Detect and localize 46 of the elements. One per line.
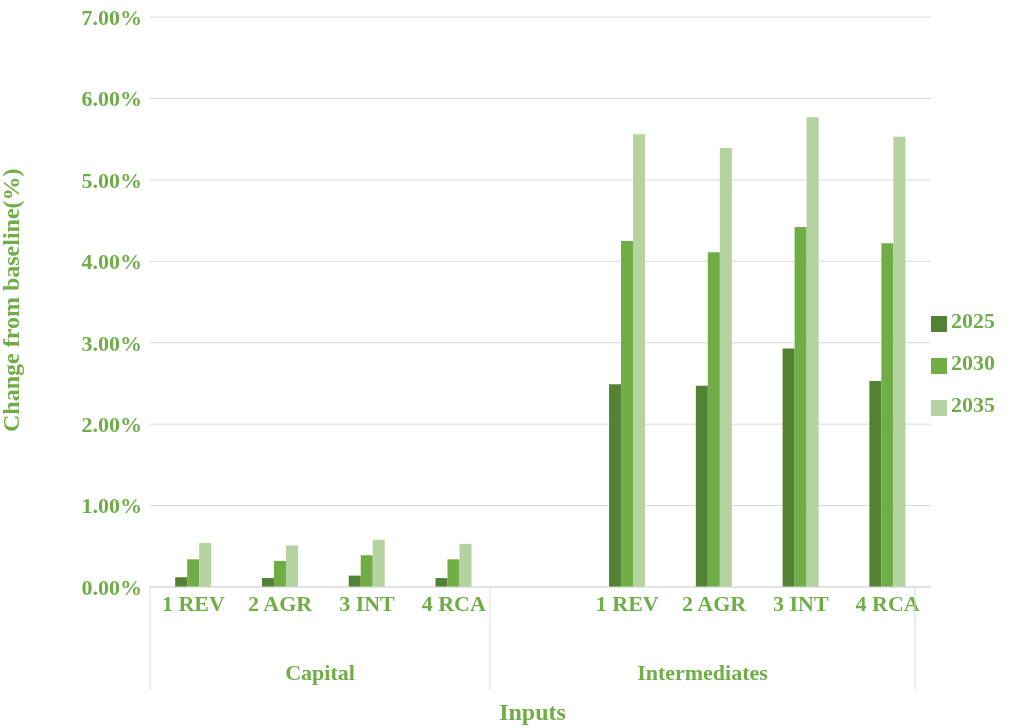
x-tick-label: 4 RCA	[421, 590, 486, 616]
y-tick-label: 2.00%	[81, 411, 142, 437]
bar	[447, 559, 460, 587]
legend-label: 2035	[951, 392, 995, 417]
bar	[881, 243, 894, 587]
bar	[360, 555, 373, 587]
bar	[869, 380, 882, 587]
y-tick-label: 6.00%	[81, 86, 142, 112]
x-tick-label: 2 AGR	[248, 590, 314, 616]
bar	[806, 117, 819, 587]
y-tick-label: 1.00%	[81, 493, 142, 519]
bar	[435, 578, 448, 587]
bar	[187, 559, 200, 587]
bar	[695, 385, 708, 587]
x-tick-label: 1 REV	[595, 590, 659, 616]
y-axis-title: Change from baseline(%)	[0, 168, 24, 432]
bar	[707, 252, 720, 587]
y-tick-label: 5.00%	[81, 167, 142, 193]
x-tick-label: 3 INT	[339, 590, 396, 616]
bar	[609, 384, 622, 587]
bar	[633, 134, 646, 587]
bar	[782, 348, 795, 587]
bar	[621, 240, 634, 587]
y-tick-label: 3.00%	[81, 330, 142, 356]
x-tick-label: 3 INT	[773, 590, 829, 616]
legend-label: 2025	[951, 308, 995, 333]
bar	[459, 543, 472, 587]
bar	[893, 136, 906, 587]
x-tick-label: 4 RCA	[855, 590, 920, 616]
y-tick-label: 4.00%	[81, 249, 142, 275]
bar	[261, 578, 274, 587]
x-axis-title: Inputs	[499, 699, 566, 725]
bar	[175, 577, 188, 587]
y-tick-label: 0.00%	[81, 574, 142, 600]
bar	[794, 227, 807, 587]
text: Intermediates	[637, 660, 769, 685]
bar	[285, 545, 298, 587]
text: Capital	[285, 660, 355, 685]
bar	[719, 148, 732, 587]
legend-label: 2030	[951, 350, 995, 375]
x-tick-label: 2 AGR	[681, 590, 748, 616]
x-tick-label: 1 REV	[161, 590, 225, 616]
bar	[372, 539, 385, 587]
bar	[273, 560, 286, 587]
bar	[199, 543, 212, 587]
y-tick-label: 7.00%	[81, 4, 142, 30]
